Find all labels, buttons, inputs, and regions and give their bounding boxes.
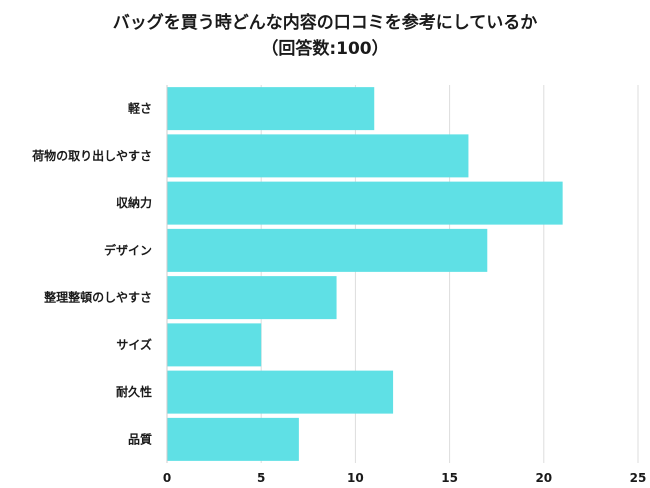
category-label: 整理整頓のしやすさ xyxy=(43,290,152,305)
category-label: 耐久性 xyxy=(116,384,152,399)
bar xyxy=(167,134,469,178)
bar xyxy=(167,417,299,461)
bar xyxy=(167,276,337,320)
chart-title: バッグを買う時どんな内容の口コミを参考にしているか xyxy=(112,13,538,33)
bar xyxy=(167,323,262,367)
bar xyxy=(167,87,375,131)
x-tick-label: 0 xyxy=(163,471,171,485)
chart-subtitle: （回答数:100） xyxy=(261,39,389,59)
category-label: 品質 xyxy=(128,431,152,446)
bar xyxy=(167,181,563,225)
category-label: サイズ xyxy=(116,337,152,352)
category-label: 軽さ xyxy=(128,101,152,116)
x-tick-label: 25 xyxy=(630,471,647,485)
bar xyxy=(167,370,394,414)
category-label: 収納力 xyxy=(116,195,152,210)
x-tick-label: 10 xyxy=(347,471,364,485)
category-label: 荷物の取り出しやすさ xyxy=(31,148,152,163)
x-tick-label: 5 xyxy=(257,471,265,485)
x-tick-label: 20 xyxy=(535,471,552,485)
x-tick-label: 15 xyxy=(441,471,458,485)
category-label: デザイン xyxy=(104,242,152,257)
bar xyxy=(167,228,488,272)
